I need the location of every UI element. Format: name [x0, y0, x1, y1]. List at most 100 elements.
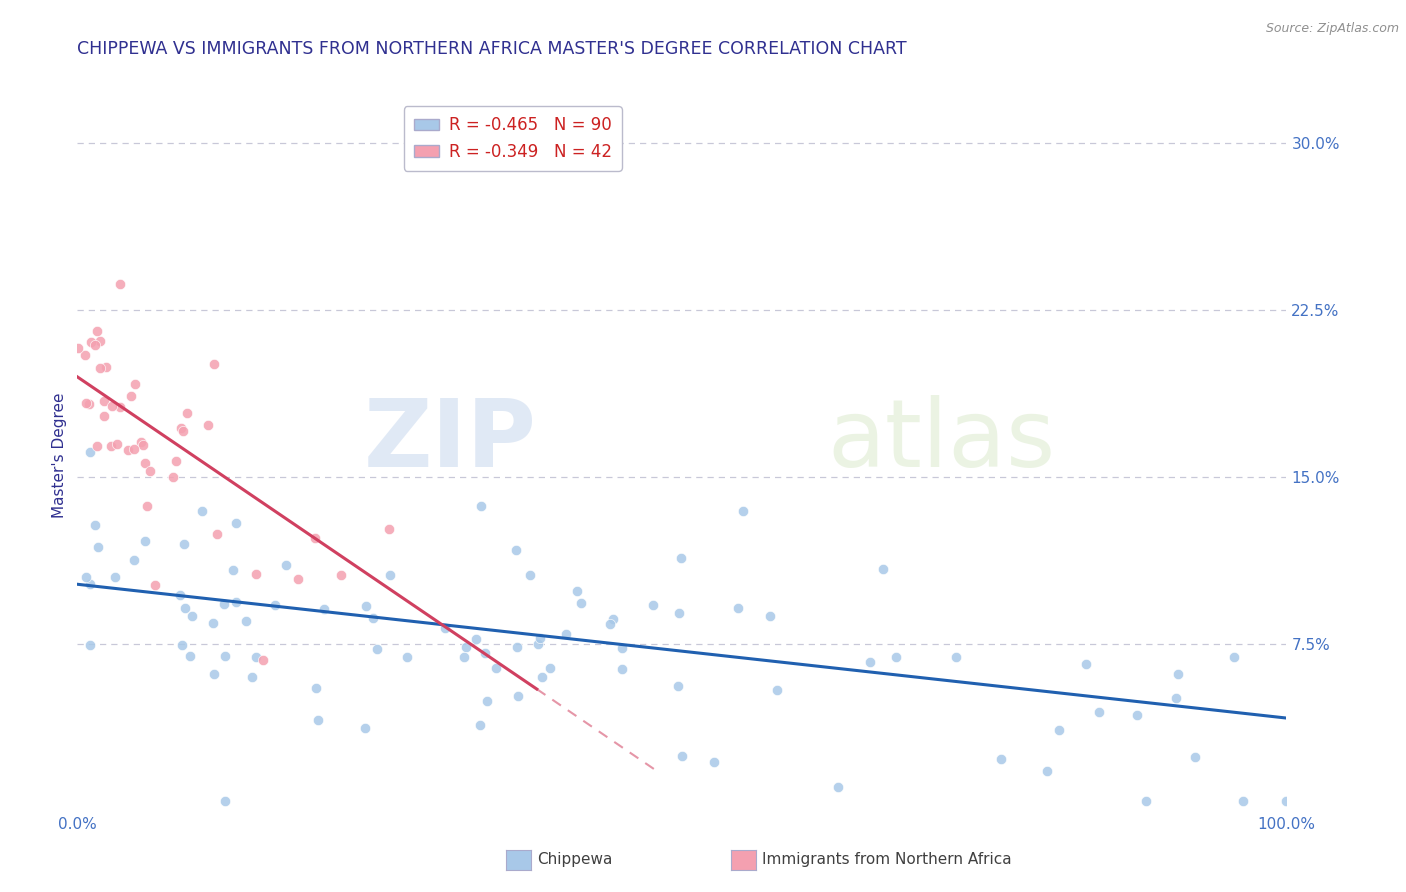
Point [530, 670, 553, 684]
Point [758, 608, 780, 623]
Point [134, 456, 156, 470]
Point [173, 537, 195, 551]
Point [356, 599, 378, 614]
Point [433, 621, 456, 635]
Y-axis label: Master's Degree: Master's Degree [52, 392, 67, 517]
Point [1074, 657, 1097, 672]
Point [79, 577, 101, 591]
Point [1275, 794, 1298, 808]
Point [138, 464, 160, 478]
Point [312, 602, 335, 616]
Point [330, 568, 353, 582]
Point [1135, 794, 1157, 808]
Point [886, 649, 908, 664]
Point [67, 341, 90, 355]
Point [1036, 764, 1059, 778]
Point [134, 534, 156, 549]
Point [225, 516, 247, 530]
Point [669, 550, 692, 565]
Point [129, 435, 152, 450]
Point [538, 661, 561, 675]
Point [305, 681, 328, 696]
Point [240, 670, 263, 684]
Point [1232, 794, 1254, 808]
Point [468, 718, 491, 732]
Text: Immigrants from Northern Africa: Immigrants from Northern Africa [762, 853, 1012, 867]
Point [569, 596, 592, 610]
Point [378, 522, 401, 536]
Point [75, 396, 97, 410]
Point [89, 361, 111, 376]
Point [79, 445, 101, 459]
Legend: R = -0.465   N = 90, R = -0.349   N = 42: R = -0.465 N = 90, R = -0.349 N = 42 [404, 106, 621, 170]
Point [75, 570, 97, 584]
Point [190, 504, 212, 518]
Point [104, 570, 127, 584]
Point [143, 578, 166, 592]
Point [173, 600, 195, 615]
Point [169, 588, 191, 602]
Point [93, 394, 115, 409]
Point [204, 357, 226, 371]
Point [170, 420, 193, 434]
Point [124, 553, 146, 567]
Point [565, 584, 588, 599]
Point [87, 540, 110, 554]
Point [181, 609, 204, 624]
Point [602, 612, 624, 626]
Point [94, 360, 117, 375]
Point [89, 334, 111, 349]
Point [86, 439, 108, 453]
Point [86, 325, 108, 339]
Point [508, 689, 530, 703]
Point [1087, 705, 1109, 719]
Point [225, 595, 247, 609]
Point [733, 504, 755, 518]
Point [527, 637, 550, 651]
Point [205, 526, 228, 541]
Point [176, 406, 198, 420]
Point [120, 389, 142, 403]
Point [1164, 691, 1187, 706]
Point [474, 646, 496, 660]
Point [122, 442, 145, 456]
Point [172, 425, 194, 439]
Point [84, 518, 107, 533]
Point [197, 418, 219, 433]
Point [484, 661, 506, 675]
Point [872, 562, 894, 576]
Point [202, 667, 225, 681]
Point [470, 499, 492, 513]
Point [727, 600, 749, 615]
Point [80, 335, 103, 350]
Point [668, 606, 690, 620]
Point [529, 631, 551, 645]
Point [304, 531, 326, 545]
Point [353, 721, 375, 735]
Point [165, 454, 187, 468]
Point [1126, 708, 1149, 723]
Text: ZIP: ZIP [364, 394, 537, 487]
Text: atlas: atlas [827, 394, 1056, 487]
Point [456, 640, 478, 655]
Point [378, 568, 401, 582]
Point [610, 662, 633, 676]
Point [366, 641, 388, 656]
Point [105, 437, 128, 451]
Point [108, 277, 131, 292]
Point [162, 470, 184, 484]
Point [827, 780, 849, 795]
Point [79, 639, 101, 653]
Point [361, 610, 384, 624]
Point [172, 638, 194, 652]
Point [555, 626, 578, 640]
Point [73, 348, 96, 362]
Point [395, 650, 418, 665]
Point [453, 650, 475, 665]
Point [136, 500, 159, 514]
Point [274, 558, 297, 573]
Point [201, 616, 224, 631]
Text: Source: ZipAtlas.com: Source: ZipAtlas.com [1265, 22, 1399, 36]
Point [859, 656, 882, 670]
Point [245, 649, 267, 664]
